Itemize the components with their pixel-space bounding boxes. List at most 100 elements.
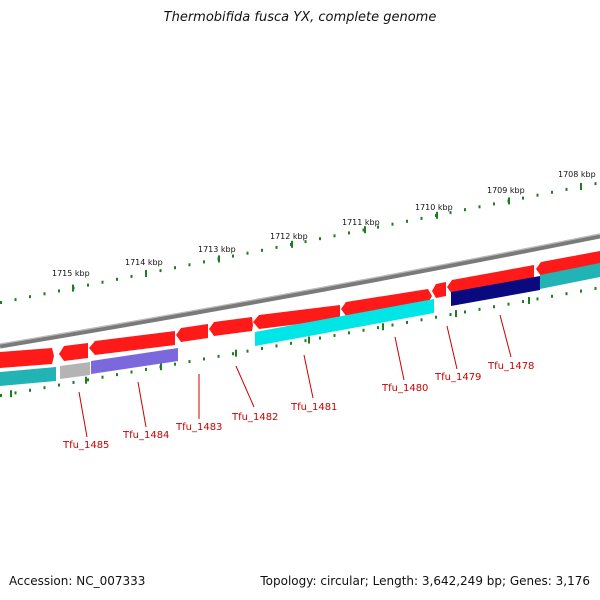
forward-feature: [432, 282, 446, 298]
ruler-minor-tick: [29, 388, 31, 392]
ruler-label-1710: 1710 kbp: [415, 203, 453, 212]
leader-line-tfu-1485: [78, 391, 88, 438]
ruler-major-tick: [436, 211, 438, 219]
ruler-minor-tick: [493, 202, 495, 206]
gene-label-tfu-1482: Tfu_1482: [231, 412, 278, 423]
ruler-minor-tick: [333, 333, 336, 337]
ruler-minor-tick: [319, 336, 321, 340]
ruler-minor-tick: [478, 307, 481, 311]
ruler-minor-tick: [507, 302, 510, 306]
gene-label-tfu-1484: Tfu_1484: [122, 430, 169, 441]
ruler-minor-tick: [348, 331, 350, 335]
ruler-minor-tick: [14, 298, 17, 302]
ruler-major-tick: [235, 349, 237, 357]
ruler-major-tick: [580, 183, 582, 190]
ruler-minor-tick: [377, 326, 379, 330]
ruler-minor-tick: [188, 263, 191, 267]
reverse-feature-grey: [60, 362, 90, 379]
ruler-label-1715: 1715 kbp: [52, 269, 90, 278]
leader-line-tfu-1482: [235, 365, 255, 408]
ruler-minor-tick: [449, 313, 452, 317]
ruler-minor-tick: [72, 380, 75, 384]
ruler-minor-tick: [43, 292, 46, 296]
gene-label-tfu-1483: Tfu_1483: [175, 422, 222, 433]
ruler-minor-tick: [275, 245, 278, 249]
ruler-major-tick: [218, 255, 220, 263]
ruler-minor-tick: [348, 231, 350, 235]
ruler-minor-tick: [188, 360, 191, 364]
gene-label-tfu-1485: Tfu_1485: [62, 440, 109, 451]
ruler-minor-tick: [536, 193, 539, 197]
leader-line-tfu-1484: [137, 381, 147, 428]
ruler-minor-tick: [101, 280, 104, 284]
ruler-label-1709: 1709 kbp: [487, 186, 525, 195]
genome-summary-text: Topology: circular; Length: 3,642,249 bp…: [260, 574, 590, 588]
leader-line-tfu-1480: [394, 336, 405, 381]
ruler-minor-tick: [58, 383, 60, 387]
ruler-minor-tick: [522, 300, 524, 304]
ruler-major-tick: [160, 363, 162, 371]
ruler-minor-tick: [594, 286, 597, 290]
ruler-minor-tick: [145, 367, 147, 371]
ruler-major-tick: [291, 240, 293, 248]
forward-feature: [447, 265, 534, 294]
ruler-labels: 1708 kbp 1709 kbp 1710 kbp 1711 kbp 1712…: [52, 170, 596, 278]
ruler-label-1714: 1714 kbp: [125, 258, 163, 267]
ruler-minor-tick: [58, 289, 60, 293]
forward-feature: [59, 343, 88, 361]
ruler-minor-tick: [464, 208, 466, 212]
gene-label-tfu-1480: Tfu_1480: [381, 383, 428, 394]
ruler-minor-tick: [319, 237, 321, 241]
ruler-major-tick: [10, 390, 12, 398]
ruler-minor-tick: [565, 187, 568, 191]
ruler-minor-tick: [246, 349, 249, 353]
ruler-minor-tick: [275, 344, 278, 348]
ruler-major-tick: [145, 270, 147, 277]
ruler-minor-tick: [304, 240, 307, 244]
forward-feature: [536, 251, 600, 276]
ruler-minor-tick: [594, 182, 597, 186]
ruler-minor-tick: [551, 190, 553, 194]
ruler-label-1711: 1711 kbp: [342, 218, 380, 227]
ruler-major-ticks: [10, 183, 582, 398]
gene-label-tfu-1479: Tfu_1479: [434, 372, 481, 383]
ruler-minor-tick: [493, 305, 495, 309]
ruler-minor-tick: [0, 394, 2, 397]
ruler-minor-tick: [29, 295, 31, 299]
ruler-minor-tick: [203, 357, 205, 361]
forward-strand-track: [0, 251, 600, 368]
ruler-minor-tick: [420, 216, 423, 220]
ruler-minor-tick: [232, 352, 234, 356]
ruler-minor-tick: [536, 297, 539, 301]
ruler-label-1708: 1708 kbp: [558, 170, 596, 179]
ruler-minor-tick: [333, 234, 336, 238]
ruler-major-tick: [364, 226, 366, 234]
genome-backbone: [0, 233, 600, 349]
ruler-minor-tick: [362, 328, 365, 332]
gene-leader-lines: [78, 314, 512, 438]
ruler-minor-tick: [304, 339, 307, 343]
forward-feature: [0, 348, 54, 368]
ruler-minor-tick: [290, 341, 292, 345]
reverse-feature-navy: [451, 276, 540, 306]
ruler-minor-tick: [377, 225, 379, 229]
leader-line-tfu-1481: [303, 354, 314, 399]
ruler-minor-tick: [261, 248, 263, 252]
leader-line-tfu-1479: [446, 325, 458, 370]
ruler-minor-tick: [174, 362, 176, 366]
ruler-minor-tick: [391, 222, 394, 226]
ruler-minor-tick: [464, 310, 466, 314]
ruler-minor-tick: [232, 254, 234, 258]
ruler-minor-tick: [406, 320, 408, 324]
forward-feature: [341, 289, 432, 316]
ruler-minor-tick: [406, 219, 408, 223]
ruler-major-tick: [508, 197, 510, 205]
ruler-minor-tick: [203, 260, 205, 264]
ruler-minor-tick: [435, 315, 437, 319]
ruler-minor-tick: [87, 378, 89, 382]
reverse-feature-teal: [540, 263, 600, 289]
ruler-minor-tick: [217, 354, 220, 358]
forward-feature: [209, 317, 253, 336]
ruler-minor-tick: [565, 292, 568, 296]
